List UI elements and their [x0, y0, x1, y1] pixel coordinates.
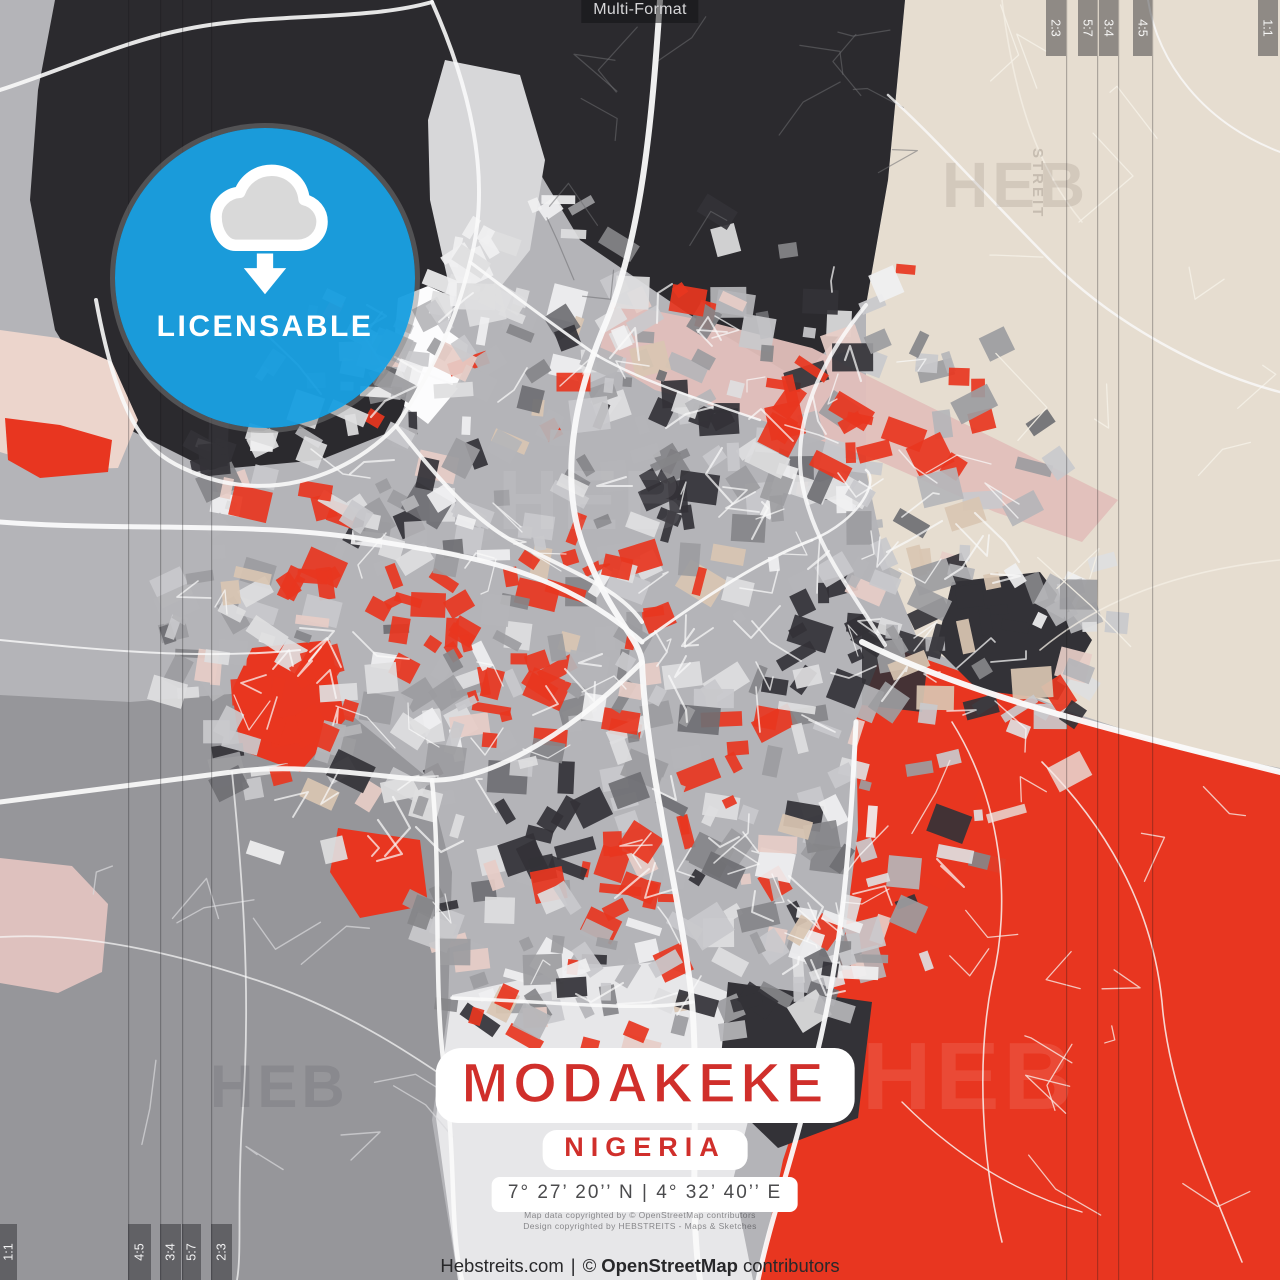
city-title: MODAKEKE — [462, 1055, 829, 1112]
badge-label: LICENSABLE — [156, 310, 374, 343]
city-title-plate: MODAKEKE — [435, 1048, 855, 1123]
ratio-mark-4-5: 4:5 — [128, 1224, 151, 1280]
fine-print: Map data copyrighted by © OpenStreetMap … — [0, 1210, 1280, 1232]
map-attribution: Hebstreits.com | © OpenStreetMap contributor… — [0, 1255, 1280, 1277]
ratio-mark-5-7: 5:7 — [182, 1224, 201, 1280]
attribution-separator: | — [570, 1255, 576, 1276]
ratio-mark-4-5: 4:5 — [1133, 0, 1152, 56]
attribution-osm: OpenStreetMap — [601, 1255, 738, 1276]
coordinates-plate: 7° 27’ 20’’ N | 4° 32’ 40’’ E — [491, 1176, 799, 1212]
ratio-mark-label: 5:7 — [1080, 19, 1095, 37]
ratio-mark-label: 2:3 — [1048, 19, 1063, 37]
format-label: Multi-Format — [581, 0, 699, 23]
ratio-mark-1-1: 1:1 — [0, 1224, 17, 1280]
ratio-mark-2-3: 2:3 — [211, 1224, 232, 1280]
coordinates-label: 7° 27’ 20’’ N | 4° 32’ 40’’ E — [507, 1181, 783, 1203]
country-plate: NIGERIA — [542, 1130, 748, 1170]
country-label: NIGERIA — [564, 1132, 726, 1162]
ratio-mark-3-4: 3:4 — [1099, 0, 1118, 56]
ratio-mark-label: 3:4 — [1101, 19, 1116, 37]
ratio-mark-label: 4:5 — [1135, 19, 1150, 37]
fine-print-line1: Map data copyrighted by © OpenStreetMap … — [524, 1210, 756, 1220]
ratio-mark-3-4: 3:4 — [160, 1224, 181, 1280]
cloud-download-icon — [210, 164, 328, 295]
ratio-mark-1-1: 1:1 — [1258, 0, 1278, 56]
title-block: MODAKEKE NIGERIA 7° 27’ 20’’ N | 4° 32’ … — [435, 1048, 855, 1212]
copyright-symbol: © — [582, 1255, 597, 1276]
ratio-mark-2-3: 2:3 — [1046, 0, 1066, 56]
ratio-mark-5-7: 5:7 — [1078, 0, 1097, 56]
attribution-contributors: contributors — [742, 1255, 840, 1276]
ratio-mark-label: 1:1 — [1260, 19, 1275, 37]
attribution-site: Hebstreits.com — [440, 1255, 564, 1276]
licensable-badge: LICENSABLE — [115, 128, 415, 428]
fine-print-line2: Design copyrighted by HEBSTREITS - Maps … — [523, 1221, 757, 1231]
